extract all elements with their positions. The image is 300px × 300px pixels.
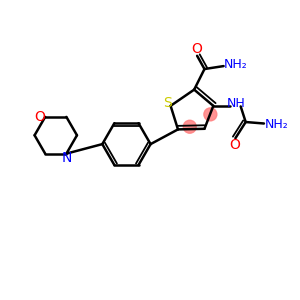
Text: S: S (163, 97, 172, 110)
Text: O: O (34, 110, 45, 124)
Text: O: O (192, 42, 203, 56)
Circle shape (204, 108, 217, 121)
Text: NH₂: NH₂ (224, 58, 248, 71)
Text: O: O (230, 138, 240, 152)
Circle shape (183, 120, 196, 133)
Text: N: N (61, 151, 72, 165)
Text: NH₂: NH₂ (264, 118, 288, 131)
Text: NH: NH (226, 97, 245, 110)
